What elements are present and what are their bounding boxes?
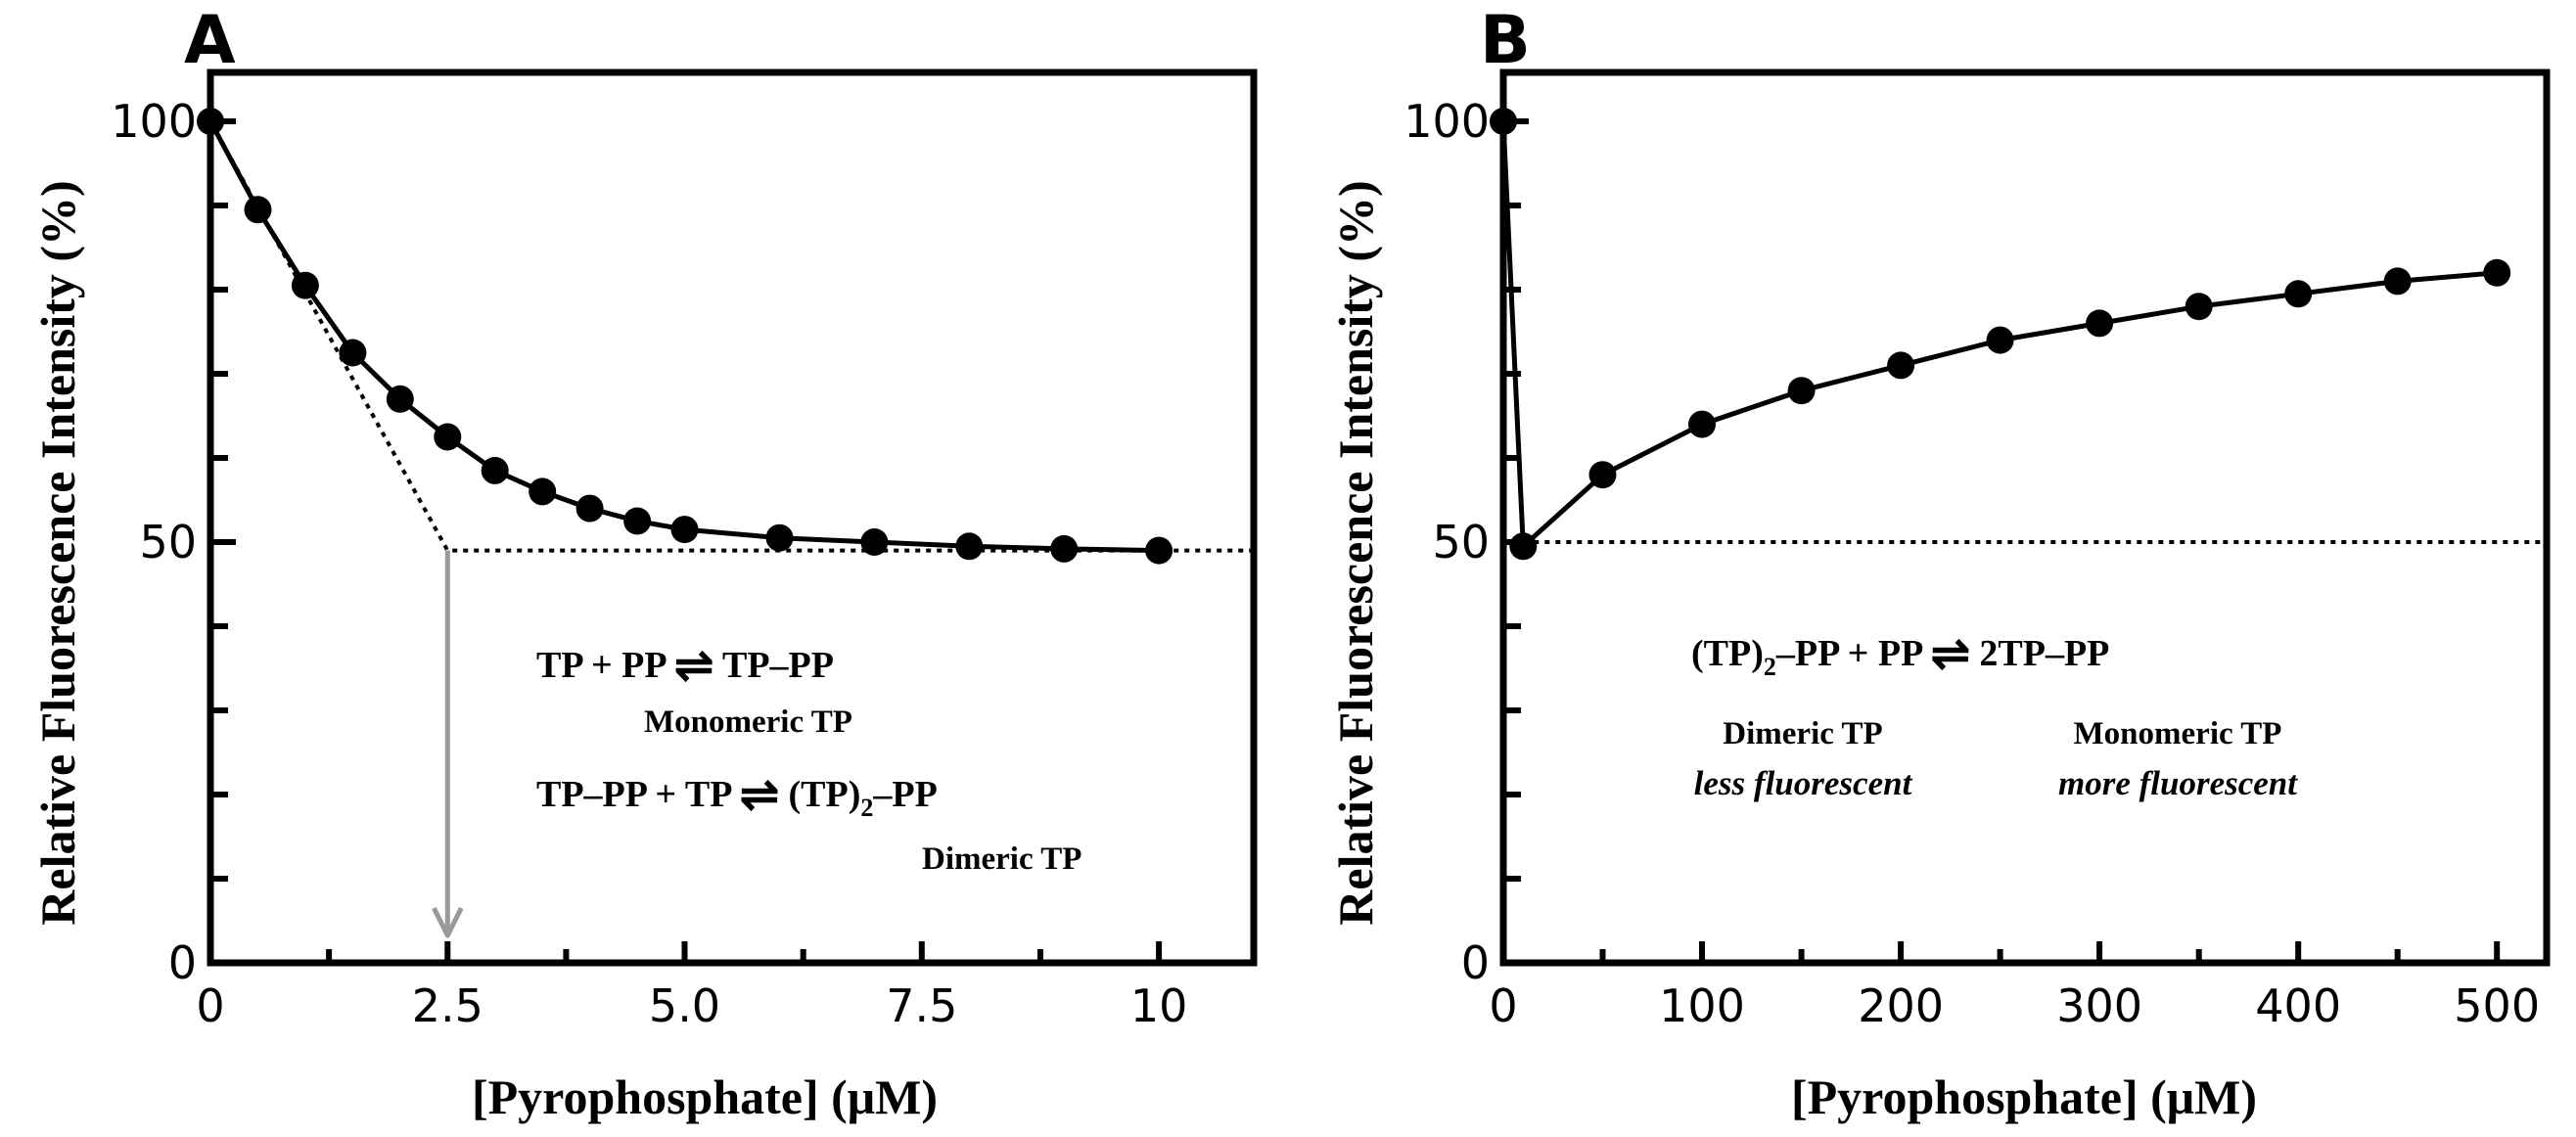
data-point xyxy=(1688,410,1716,438)
panel-b-plot: 0 50 100 0 100 200 300 400 500 xyxy=(1403,68,2551,1032)
label-monomeric-tp-a: Monomeric TP xyxy=(644,705,852,740)
panel-b-plot-frame xyxy=(1499,68,2551,967)
panel-b-y-axis-title: Relative Fluorescence Intensity (%) xyxy=(1328,180,1383,925)
data-point xyxy=(1588,461,1617,489)
label-dimeric-tp-a: Dimeric TP xyxy=(922,841,1081,877)
data-point xyxy=(1050,534,1079,563)
data-point xyxy=(481,456,509,484)
panel-b-x-axis-title: [Pyrophosphate] (μM) xyxy=(1791,1069,2257,1124)
data-point xyxy=(2086,309,2114,338)
fit-line xyxy=(207,119,1160,554)
data-point xyxy=(765,523,794,552)
x-tick-label: 0 xyxy=(1489,979,1517,1032)
y-tick-label: 0 xyxy=(168,936,197,989)
data-point xyxy=(1145,536,1173,565)
panel-b-data-points xyxy=(1490,108,2511,561)
x-tick-label: 100 xyxy=(1659,979,1745,1032)
panel-a-y-ticks: 0 50 100 xyxy=(111,95,236,989)
panel-b: B Relative Fluorescence Intensity (%) [P… xyxy=(1328,2,2551,1124)
data-point xyxy=(1509,532,1538,561)
data-point xyxy=(386,385,414,413)
y-tick-label: 50 xyxy=(139,516,197,568)
data-point xyxy=(1490,108,1517,135)
x-tick-label: 200 xyxy=(1858,979,1944,1032)
data-point xyxy=(670,516,699,544)
y-tick-label: 0 xyxy=(1461,936,1490,989)
data-point xyxy=(244,196,272,224)
equation-dimer-dissociation: (TP)2–PP + PP ⇌ 2TP–PP xyxy=(1691,628,2109,681)
panel-a-dotted-asymptotes xyxy=(208,120,1254,553)
panel-a-data-points xyxy=(197,108,1173,565)
panel-b-equations: (TP)2–PP + PP ⇌ 2TP–PP Dimeric TP less f… xyxy=(1691,628,2298,802)
data-point xyxy=(623,507,652,535)
panel-b-fit-line xyxy=(1500,120,2498,549)
equation-dimer-formation: TP–PP + TP ⇌ (TP)2–PP xyxy=(536,769,938,822)
data-point xyxy=(2185,293,2213,321)
label-less-fluorescent: less fluorescent xyxy=(1694,764,1913,802)
panel-a-letter: A xyxy=(184,2,236,79)
panel-a-arrow xyxy=(432,550,464,938)
data-point xyxy=(1986,326,2014,354)
panel-b-letter: B xyxy=(1480,2,1531,79)
x-tick-label: 300 xyxy=(2056,979,2142,1032)
equation-tp-pp: TP + PP ⇌ TP–PP xyxy=(536,640,834,692)
panel-a-x-axis-title: [Pyrophosphate] (μM) xyxy=(472,1069,938,1124)
data-point xyxy=(955,532,984,561)
x-tick-label: 0 xyxy=(196,979,224,1032)
fit-line xyxy=(1500,120,2498,549)
dotted-line xyxy=(208,120,1254,553)
data-point xyxy=(434,423,462,451)
data-point xyxy=(339,339,367,367)
data-point xyxy=(2383,267,2412,296)
y-tick-label: 100 xyxy=(111,95,197,148)
panel-a-y-axis-title: Relative Fluorescence Intensity (%) xyxy=(30,180,85,925)
data-point xyxy=(1887,351,1915,380)
arrow-head xyxy=(432,906,464,938)
y-tick-label: 50 xyxy=(1432,516,1490,568)
data-point xyxy=(2483,258,2511,287)
data-point xyxy=(575,494,604,523)
panel-b-x-ticks: 0 100 200 300 400 500 xyxy=(1489,941,2540,1032)
panel-a-x-ticks: 0 2.5 5.0 7.5 10 xyxy=(196,941,1187,1032)
panel-a-plot: 0 50 100 0 2.5 5.0 7.5 10 xyxy=(111,68,1258,1032)
label-more-fluorescent: more fluorescent xyxy=(2058,764,2298,802)
y-tick-label: 100 xyxy=(1403,95,1490,148)
x-tick-label: 7.5 xyxy=(886,979,957,1032)
panel-a-plot-frame xyxy=(207,68,1258,967)
data-point xyxy=(291,271,319,299)
panel-a-equations: TP + PP ⇌ TP–PP Monomeric TP TP–PP + TP … xyxy=(536,640,1081,877)
panel-b-y-ticks: 0 50 100 xyxy=(1403,95,1529,989)
x-tick-label: 10 xyxy=(1130,979,1188,1032)
x-tick-label: 400 xyxy=(2255,979,2341,1032)
data-point xyxy=(529,478,557,506)
label-monomeric-tp-b: Monomeric TP xyxy=(2074,716,2282,751)
data-point xyxy=(2284,280,2313,308)
x-tick-label: 5.0 xyxy=(649,979,720,1032)
data-point xyxy=(1787,377,1816,405)
label-dimeric-tp-b: Dimeric TP xyxy=(1723,716,1882,751)
panel-a: A Relative Fluorescence Intensity (%) [P… xyxy=(30,2,1258,1124)
data-point xyxy=(860,528,889,556)
panel-a-fit-line xyxy=(207,119,1160,554)
data-point xyxy=(197,108,224,135)
x-tick-label: 2.5 xyxy=(412,979,483,1032)
x-tick-label: 500 xyxy=(2454,979,2540,1032)
